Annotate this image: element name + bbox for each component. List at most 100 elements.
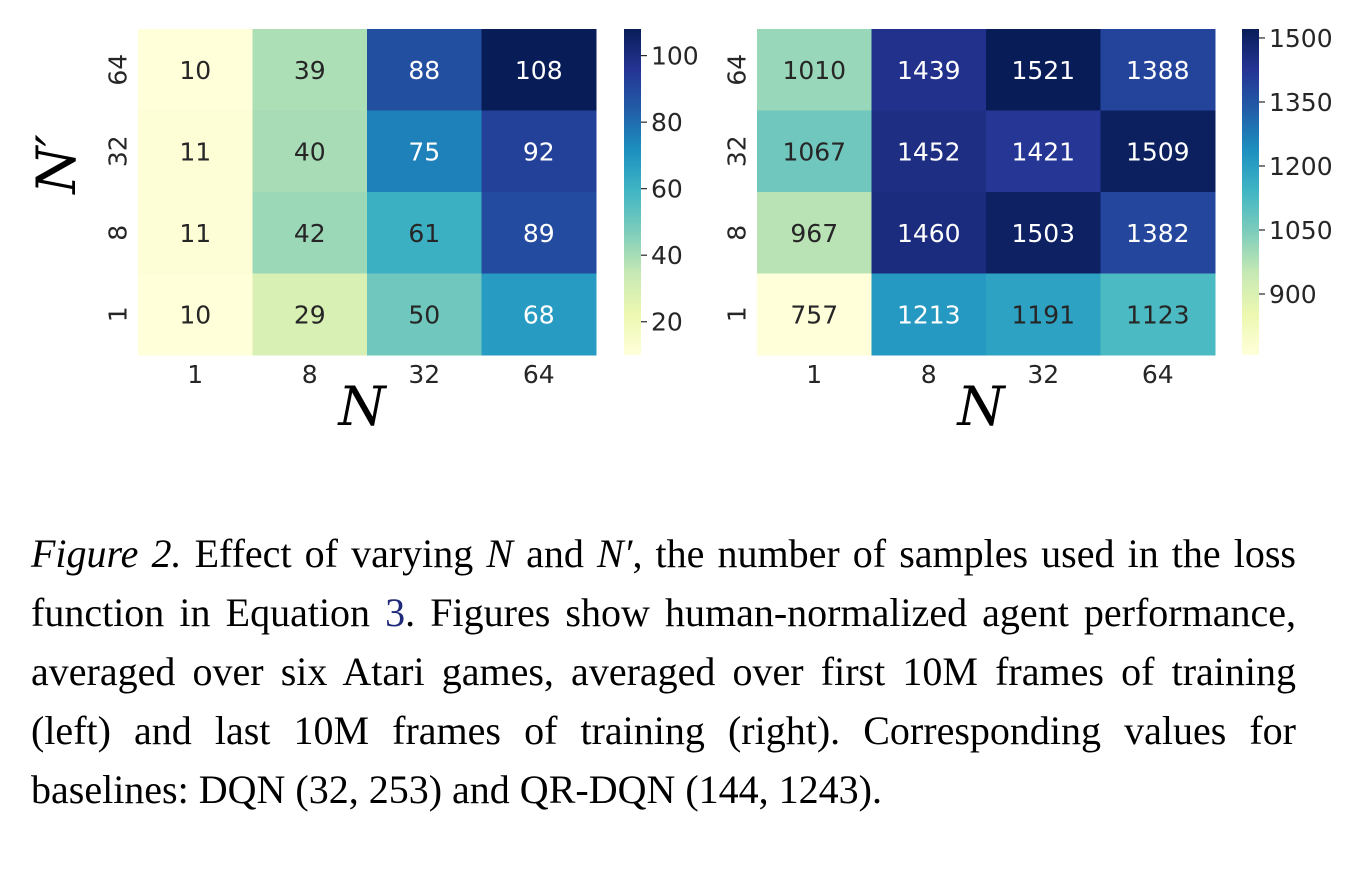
heatmap-cell <box>986 192 1101 274</box>
heatmap-cell <box>367 29 482 111</box>
cell-value-label: 1521 <box>1011 56 1075 85</box>
heatmap-cell <box>138 29 253 111</box>
cell-value-label: 10 <box>179 300 211 329</box>
heatmap-left: 10 39 88 108 11 40 75 92 11 42 61 89 10 29 50 68 1 8 32 64 6… <box>25 29 699 438</box>
cell-value-label: 50 <box>408 300 440 329</box>
colorbar <box>1242 29 1259 355</box>
heatmap-cell <box>986 29 1101 111</box>
heatmap-cell <box>367 273 482 356</box>
cell-value-label: 1067 <box>782 137 846 166</box>
heatmap-cell <box>252 192 368 274</box>
cell-value-label: 11 <box>179 219 211 248</box>
cell-value-label: 1382 <box>1126 219 1190 248</box>
heatmap-cell <box>757 110 872 193</box>
x-tick-label: 64 <box>523 360 555 389</box>
cell-value-label: 75 <box>408 137 440 166</box>
caption-text: and <box>513 531 597 576</box>
cell-value-label: 1439 <box>897 56 961 85</box>
cell-value-label: 88 <box>408 56 440 85</box>
cell-value-label: 1421 <box>1011 137 1075 166</box>
caption-math: (32, 253) <box>295 767 443 812</box>
y-tick-label: 1 <box>104 306 133 322</box>
x-tick-label: 8 <box>921 360 937 389</box>
cell-value-label: 1213 <box>897 300 961 329</box>
y-tick-label: 1 <box>723 306 752 322</box>
caption-text: . <box>872 767 882 812</box>
colorbar-tick-label: 80 <box>651 108 683 137</box>
cell-value-label: 29 <box>294 300 326 329</box>
cell-value-label: 967 <box>790 219 838 248</box>
caption-text: Effect of varying <box>181 531 487 576</box>
y-tick-label: 32 <box>723 135 752 167</box>
heatmap-cell <box>1100 192 1216 274</box>
heatmap-cell <box>481 110 597 193</box>
heatmap-cell <box>367 110 482 193</box>
caption-text: . Figures show human-normalized agent pe… <box>31 590 1297 812</box>
caption-math: (144, 1243) <box>685 767 872 812</box>
heatmap-cell <box>871 192 987 274</box>
x-tick-label: 32 <box>1027 360 1059 389</box>
heatmap-cell <box>871 273 987 356</box>
heatmap-cell <box>138 273 253 356</box>
colorbar-tick-label: 60 <box>651 175 683 204</box>
cell-value-label: 42 <box>294 219 326 248</box>
colorbar-tick-label: 1500 <box>1269 24 1333 53</box>
y-tick-label: 64 <box>104 54 133 86</box>
heatmap-cell <box>757 273 872 356</box>
cell-value-label: 108 <box>515 56 563 85</box>
heatmap-cell <box>481 192 597 274</box>
colorbar-tick-label: 900 <box>1269 280 1317 309</box>
y-tick-label: 8 <box>104 225 133 241</box>
cell-value-label: 1191 <box>1011 300 1075 329</box>
cell-value-label: 757 <box>790 300 838 329</box>
heatmap-cell <box>871 110 987 193</box>
figure-caption: Figure 2. Effect of varying N and N′, th… <box>31 524 1296 819</box>
y-axis-title: N′ <box>25 134 88 196</box>
y-tick-label: 64 <box>723 54 752 86</box>
cell-value-label: 1388 <box>1126 56 1190 85</box>
caption-text: and QR-DQN <box>442 767 686 812</box>
x-tick-label: 8 <box>302 360 318 389</box>
cell-value-label: 10 <box>179 56 211 85</box>
cell-value-label: 92 <box>523 137 555 166</box>
x-tick-label: 1 <box>187 360 203 389</box>
cell-value-label: 1503 <box>1011 219 1075 248</box>
y-tick-label: 8 <box>723 225 752 241</box>
heatmap-cell <box>1100 273 1216 356</box>
y-tick-label: 32 <box>104 135 133 167</box>
cell-value-label: 68 <box>523 300 555 329</box>
colorbar <box>624 29 641 355</box>
cell-value-label: 39 <box>294 56 326 85</box>
heatmap-cell <box>481 273 597 356</box>
colorbar-tick-label: 1350 <box>1269 88 1333 117</box>
heatmap-cell <box>252 273 368 356</box>
x-tick-label: 32 <box>408 360 440 389</box>
cell-value-label: 1010 <box>782 56 846 85</box>
colorbar-tick-label: 100 <box>651 42 699 71</box>
heatmap-cell <box>757 192 872 274</box>
caption-math: N′ <box>597 531 633 576</box>
heatmap-cell <box>1100 29 1216 111</box>
heatmap-cell <box>138 192 253 274</box>
cell-value-label: 1509 <box>1126 137 1190 166</box>
cell-value-label: 1452 <box>897 137 961 166</box>
equation-link[interactable]: 3 <box>385 590 406 635</box>
heatmap-cell <box>252 110 368 193</box>
cell-value-label: 11 <box>179 137 211 166</box>
heatmap-cell <box>481 29 597 111</box>
heatmap-cell <box>871 29 987 111</box>
x-tick-label: 1 <box>806 360 822 389</box>
heatmap-cell <box>986 273 1101 356</box>
cell-value-label: 1123 <box>1126 300 1190 329</box>
colorbar-tick-label: 20 <box>651 308 683 337</box>
heatmap-cell <box>138 110 253 193</box>
heatmap-cell <box>757 29 872 111</box>
heatmap-cell <box>1100 110 1216 193</box>
cell-value-label: 89 <box>523 219 555 248</box>
x-tick-label: 64 <box>1142 360 1174 389</box>
heatmap-right: 1010 1439 1521 1388 1067 1452 1421 1509 967 1460 1… <box>723 24 1333 438</box>
caption-label: Figure 2. <box>31 531 182 576</box>
cell-value-label: 61 <box>408 219 440 248</box>
heatmap-cell <box>252 29 368 111</box>
